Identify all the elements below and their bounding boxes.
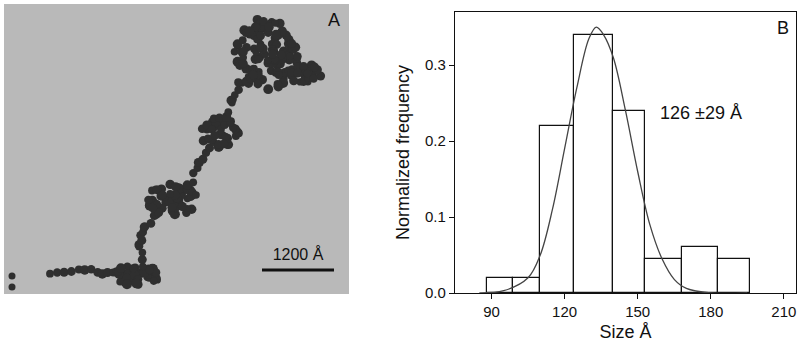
svg-text:126 ±29 Å: 126 ±29 Å: [660, 103, 742, 123]
svg-text:150: 150: [625, 303, 650, 320]
svg-text:0.2: 0.2: [425, 132, 446, 149]
svg-text:210: 210: [771, 303, 796, 320]
svg-text:Size Å: Size Å: [599, 322, 651, 342]
svg-text:0.0: 0.0: [425, 284, 446, 301]
svg-text:Normalized frequency: Normalized frequency: [393, 65, 413, 240]
svg-text:1200 Å: 1200 Å: [273, 245, 324, 263]
svg-text:90: 90: [483, 303, 500, 320]
svg-text:180: 180: [698, 303, 723, 320]
svg-text:0.1: 0.1: [425, 208, 446, 225]
svg-text:B: B: [777, 18, 789, 38]
svg-text:120: 120: [552, 303, 577, 320]
svg-text:0.3: 0.3: [425, 56, 446, 73]
svg-text:A: A: [328, 10, 340, 30]
